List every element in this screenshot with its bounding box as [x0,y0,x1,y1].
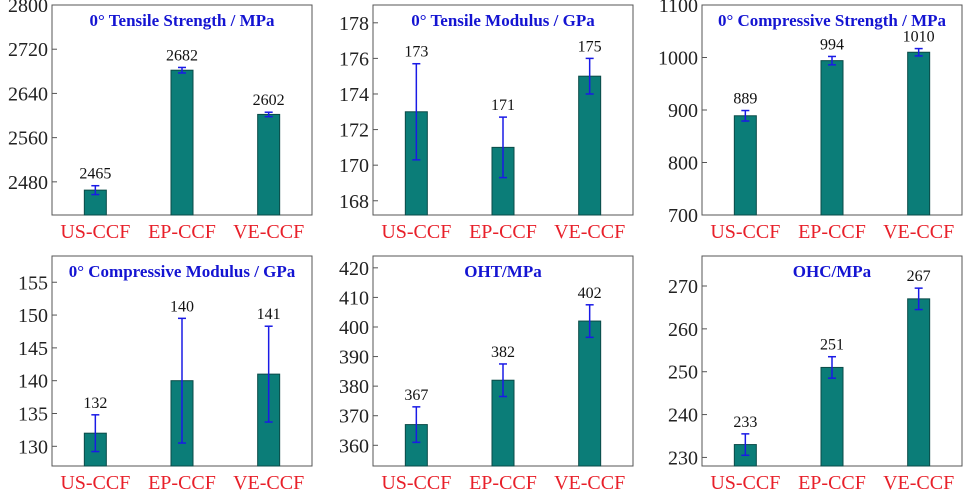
data-label: 132 [83,395,107,412]
data-label: 171 [491,97,515,114]
data-label: 2602 [253,92,285,109]
y-tick-label: 130 [18,436,48,458]
y-tick-label: 145 [18,338,48,360]
y-tick-label: 2560 [8,128,48,150]
y-tick-label: 900 [668,100,698,122]
y-tick-label: 420 [339,258,369,280]
category-label: VE-CCF [883,221,954,243]
chart-panel-3: 0° Compressive Strength / MPa 700 800 900 10… [658,0,963,243]
data-label: 251 [820,337,844,354]
chart-panel-6: OHC/MPa 230 240 250 260 270 233 US-CCF 251 EP-CCF… [668,255,963,490]
y-tick-label: 700 [668,205,698,227]
y-tick-label: 2720 [8,39,48,61]
category-label: US-CCF [60,472,130,490]
category-label: EP-CCF [148,221,216,243]
bar [578,320,602,467]
data-label: 382 [491,344,515,361]
y-tick-label: 370 [339,406,369,428]
chart-panel-2: 0° Tensile Modulus / GPa 168 170 172 174 176 1… [339,4,634,243]
y-tick-label: 2800 [8,0,48,17]
chart-panel-5: OHT/MPa 360 370 380 390 400 410 420 367 US-CCF 382… [339,255,634,490]
y-tick-label: 168 [339,191,369,213]
bar [170,69,194,216]
y-tick-label: 250 [668,362,698,384]
y-tick-label: 240 [668,405,698,427]
category-label: VE-CCF [233,472,304,490]
bar [907,298,931,467]
data-label: 233 [733,414,757,431]
chart-title: 0° Compressive Strength / MPa [718,11,947,30]
chart-panel-4: 0° Compressive Modulus / GPa 130 135 140 145… [18,255,313,490]
category-label: EP-CCF [469,221,537,243]
category-label: VE-CCF [233,221,304,243]
bar [907,51,931,216]
data-label: 402 [578,285,602,302]
y-tick-label: 1000 [658,48,698,70]
data-label: 994 [820,36,844,53]
y-tick-label: 270 [668,276,698,298]
chart-title: 0° Compressive Modulus / GPa [69,262,296,281]
bar [820,60,844,216]
y-tick-label: 172 [339,120,369,142]
category-label: EP-CCF [469,472,537,490]
category-label: US-CCF [710,472,780,490]
y-tick-label: 155 [18,272,48,294]
data-label: 141 [257,306,281,323]
y-tick-label: 2640 [8,83,48,105]
data-label: 2465 [79,166,111,183]
y-tick-label: 410 [339,287,369,309]
bar [578,75,602,216]
y-tick-label: 1100 [659,0,698,17]
y-tick-label: 140 [18,371,48,393]
bar [257,113,281,216]
data-label: 267 [907,268,931,285]
bar [733,115,757,216]
data-label: 140 [170,298,194,315]
chart-title: 0° Tensile Modulus / GPa [411,11,595,30]
y-tick-label: 150 [18,305,48,327]
y-tick-label: 178 [339,13,369,35]
chart-panel-1: 0° Tensile Strength / MPa 2480 2560 2640 272… [8,0,313,243]
y-tick-label: 230 [668,447,698,469]
y-tick-label: 170 [339,155,369,177]
data-label: 889 [733,91,757,108]
data-label: 2682 [166,47,198,64]
y-tick-label: 380 [339,376,369,398]
y-tick-label: 2480 [8,172,48,194]
y-tick-label: 176 [339,48,369,70]
category-label: US-CCF [381,221,451,243]
category-label: US-CCF [710,221,780,243]
data-label: 1010 [903,29,935,46]
category-label: VE-CCF [883,472,954,490]
y-tick-label: 400 [339,317,369,339]
y-tick-label: 360 [339,435,369,457]
category-label: US-CCF [381,472,451,490]
y-tick-label: 260 [668,319,698,341]
y-tick-label: 390 [339,347,369,369]
chart-title: OHT/MPa [464,262,542,281]
category-label: EP-CCF [798,221,866,243]
y-tick-label: 800 [668,153,698,175]
category-label: EP-CCF [148,472,216,490]
data-label: 175 [578,38,602,55]
y-tick-label: 135 [18,404,48,426]
y-tick-label: 174 [339,84,369,106]
bar [820,366,844,467]
category-label: US-CCF [60,221,130,243]
category-label: EP-CCF [798,472,866,490]
data-label: 173 [404,44,428,61]
chart-title: OHC/MPa [793,262,872,281]
category-label: VE-CCF [554,221,625,243]
category-label: VE-CCF [554,472,625,490]
chart-title: 0° Tensile Strength / MPa [90,11,275,30]
data-label: 367 [404,387,428,404]
